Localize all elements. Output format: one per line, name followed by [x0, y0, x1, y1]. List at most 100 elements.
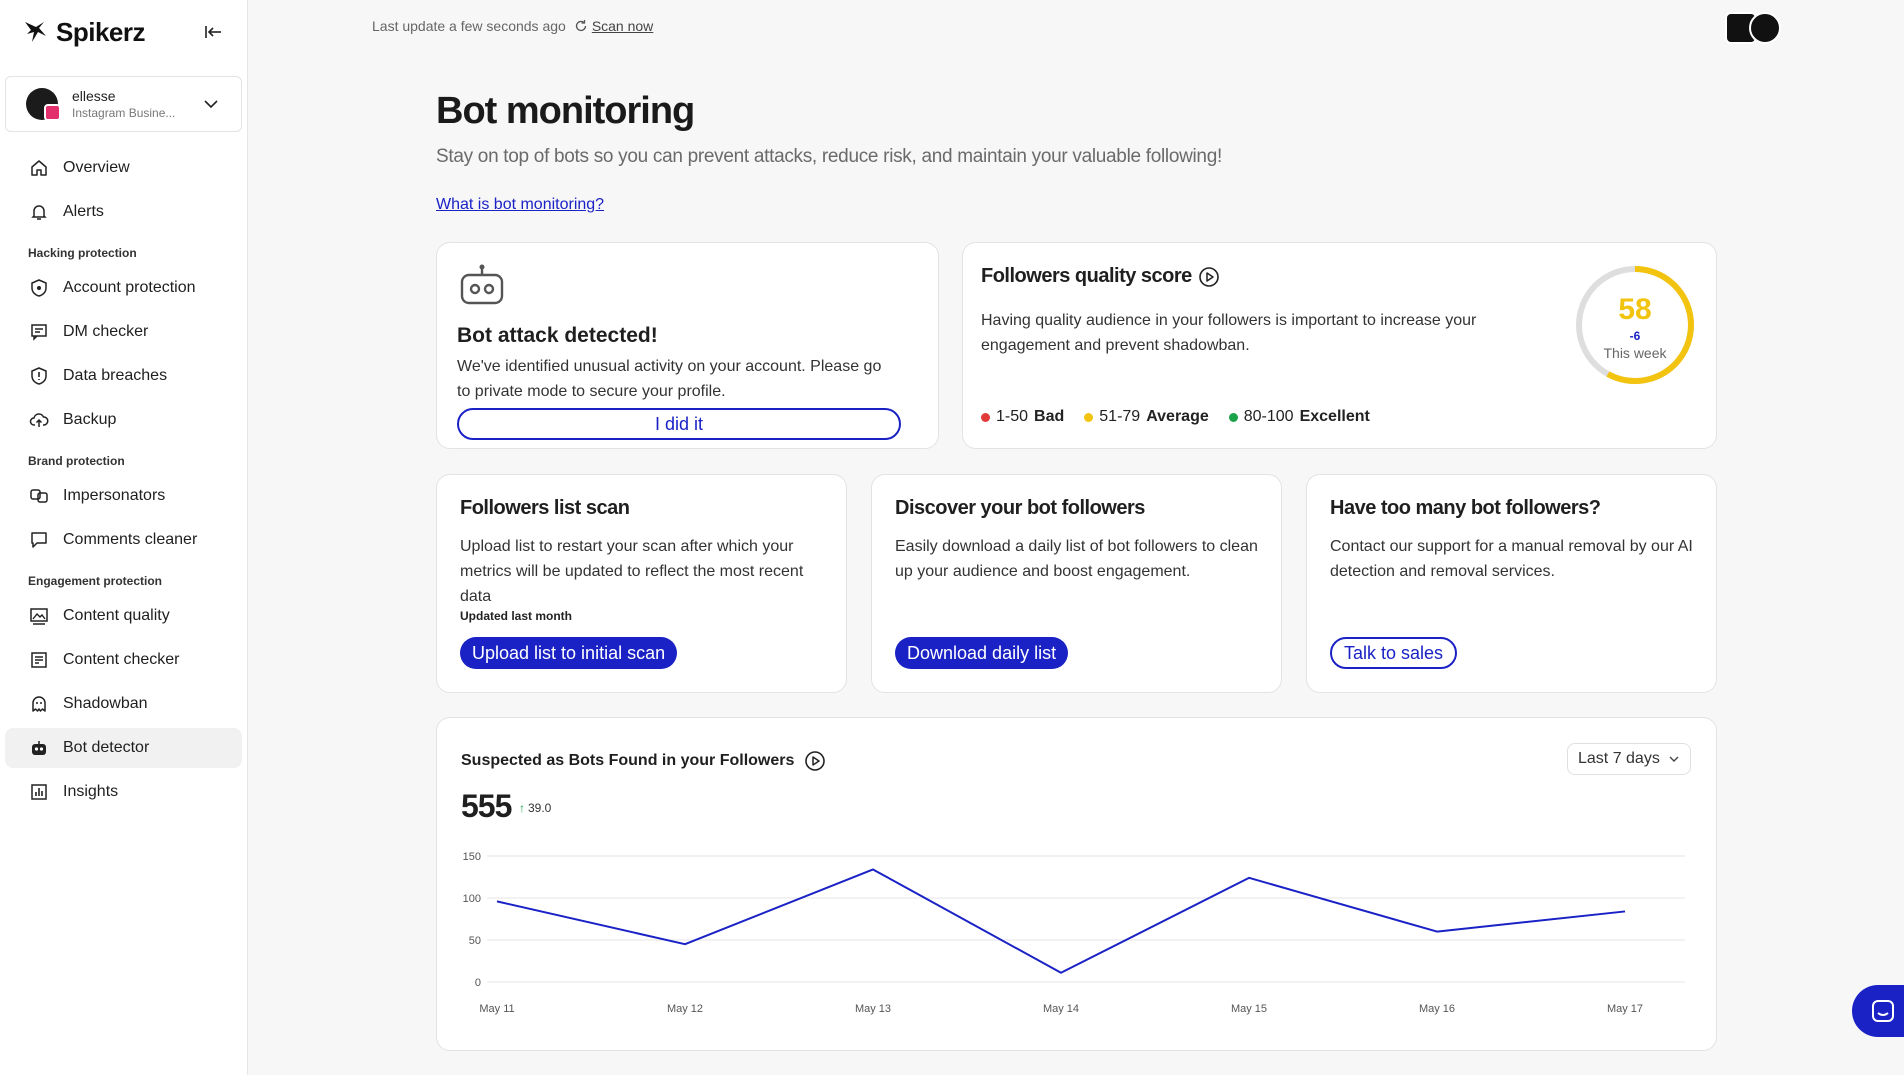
legend-dot [1228, 412, 1238, 422]
content-check-icon [31, 652, 47, 668]
i-did-it-button[interactable]: I did it [457, 408, 901, 440]
play-circle-icon[interactable] [804, 750, 826, 772]
bots-change: ↑ 39.0 [519, 801, 551, 815]
x-tick-label: May 16 [1419, 1003, 1455, 1015]
refresh-icon [575, 20, 586, 32]
card-description: Contact our support for a manual removal… [1330, 538, 1693, 580]
legend-range: 80-100 [1243, 408, 1294, 425]
legend-item-excellent: 80-100 Excellent [1228, 408, 1370, 426]
scan-now-label: Scan now [591, 18, 654, 34]
play-circle-icon[interactable] [1198, 266, 1220, 288]
legend-range: 51-79 [1099, 408, 1141, 425]
followers-list-scan-card: Followers list scan Upload list to resta… [436, 474, 847, 693]
robot-icon [32, 741, 46, 755]
cloud-upload-icon [29, 413, 49, 427]
card-description: Easily download a daily list of bot foll… [895, 538, 1258, 580]
sidebar-item-label: Bot detector [63, 739, 150, 756]
top-status-bar: Last update a few seconds ago Scan now [372, 18, 653, 34]
sidebar-item-account-protection[interactable]: Account protection [5, 268, 242, 308]
y-tick-label: 50 [469, 935, 481, 947]
x-tick-label: May 17 [1607, 1003, 1643, 1015]
chevron-down-icon [1669, 756, 1679, 762]
sidebar-item-label: Alerts [63, 203, 104, 220]
bot-attack-description: We've identified unusual activity on you… [457, 358, 882, 400]
chat-icon [1872, 1000, 1894, 1022]
bot-attack-title: Bot attack detected! [457, 324, 658, 347]
download-daily-list-button[interactable]: Download daily list [895, 637, 1069, 669]
message-check-icon [31, 324, 47, 341]
what-is-bot-monitoring-link[interactable]: What is bot monitoring? [436, 196, 605, 213]
account-switcher[interactable]: ellesse Instagram Busine... [5, 76, 242, 132]
nav-section-brand: Brand protection [28, 454, 125, 468]
legend-item-average: 51-79 Average [1084, 408, 1209, 426]
chart-title-row: Suspected as Bots Found in your Follower… [461, 750, 826, 772]
last-update-text: Last update a few seconds ago [372, 18, 566, 34]
legend-label: Excellent [1299, 408, 1370, 425]
card-title: Discover your bot followers [895, 497, 1145, 519]
page-title: Bot monitoring [436, 90, 695, 132]
discover-bot-followers-card: Discover your bot followers Easily downl… [871, 474, 1282, 693]
quality-score-gauge: 58 -6 This week [1573, 263, 1697, 387]
brand-logo[interactable]: Spikerz [22, 17, 146, 48]
y-tick-label: 100 [463, 893, 481, 905]
collapse-left-icon [205, 26, 221, 38]
legend-label: Average [1146, 408, 1209, 425]
gauge-ring [1576, 266, 1694, 384]
legend-range: 1-50 [996, 408, 1029, 425]
sidebar-item-dm-checker[interactable]: DM checker [5, 312, 242, 352]
page-subtitle: Stay on top of bots so you can prevent a… [436, 146, 1222, 167]
sidebar-item-comments-cleaner[interactable]: Comments cleaner [5, 520, 242, 560]
quality-score-period: This week [1603, 345, 1667, 361]
y-tick-label: 0 [475, 977, 481, 989]
bots-change-value: 39.0 [528, 801, 552, 815]
sidebar-item-label: DM checker [63, 323, 149, 340]
arrow-up-icon: ↑ [519, 801, 525, 815]
sidebar-item-label: Shadowban [63, 695, 148, 712]
chevron-down-icon [204, 100, 218, 109]
upload-list-button[interactable]: Upload list to initial scan [460, 637, 678, 669]
sidebar-item-shadowban[interactable]: Shadowban [5, 684, 242, 724]
sidebar-item-label: Content checker [63, 651, 180, 668]
connected-accounts-avatars[interactable] [1725, 12, 1783, 44]
followers-quality-score-card: Followers quality score Having quality a… [962, 242, 1717, 449]
scan-now-link[interactable]: Scan now [574, 18, 653, 34]
quality-legend: 1-50 Bad 51-79 Average 80-100 Excellent [981, 408, 1370, 426]
series-line [496, 868, 1626, 974]
updated-note: Updated last month [460, 609, 573, 623]
quality-score-delta: -6 [1629, 329, 1641, 343]
legend-dot [981, 412, 990, 422]
date-range-select[interactable]: Last 7 days [1567, 743, 1691, 775]
sidebar-item-overview[interactable]: Overview [5, 148, 242, 188]
avatar [1749, 12, 1781, 44]
sidebar-item-backup[interactable]: Backup [5, 400, 242, 440]
card-description: Upload list to restart your scan after w… [460, 538, 804, 605]
legend-dot [1084, 412, 1094, 422]
bots-found-chart-card: 0 50 100 150 May 11 May 12 May 13 May 14 May 15 M… [436, 717, 1717, 1051]
sidebar-item-data-breaches[interactable]: Data breaches [5, 356, 242, 396]
sidebar-item-alerts[interactable]: Alerts [5, 192, 242, 232]
bots-total-value: 555 [461, 788, 512, 824]
bell-icon [31, 205, 47, 220]
collapse-sidebar-button[interactable] [201, 20, 225, 44]
quality-score-title: Followers quality score [981, 265, 1192, 287]
talk-to-sales-button[interactable]: Talk to sales [1330, 637, 1458, 669]
sidebar-item-content-quality[interactable]: Content quality [5, 596, 242, 636]
sidebar-item-impersonators[interactable]: Impersonators [5, 476, 242, 516]
sidebar-item-label: Insights [63, 783, 119, 800]
sidebar-item-label: Impersonators [63, 487, 166, 504]
bot-attack-card: Bot attack detected! We've identified un… [436, 242, 939, 449]
comment-icon [31, 532, 47, 548]
sidebar-item-content-checker[interactable]: Content checker [5, 640, 242, 680]
sidebar-item-label: Backup [63, 411, 117, 428]
image-quality-icon [30, 608, 48, 625]
spikerz-logo-icon [25, 22, 46, 42]
nav-section-engagement: Engagement protection [28, 574, 163, 588]
sidebar-item-insights[interactable]: Insights [5, 772, 242, 812]
sidebar-item-bot-detector[interactable]: Bot detector [5, 728, 242, 768]
x-tick-label: May 11 [479, 1003, 514, 1015]
sidebar-item-label: Account protection [63, 279, 196, 296]
legend-label: Bad [1034, 408, 1065, 425]
support-chat-button[interactable] [1852, 985, 1904, 1037]
x-tick-label: May 15 [1231, 1003, 1267, 1015]
card-title: Followers list scan [460, 497, 630, 519]
